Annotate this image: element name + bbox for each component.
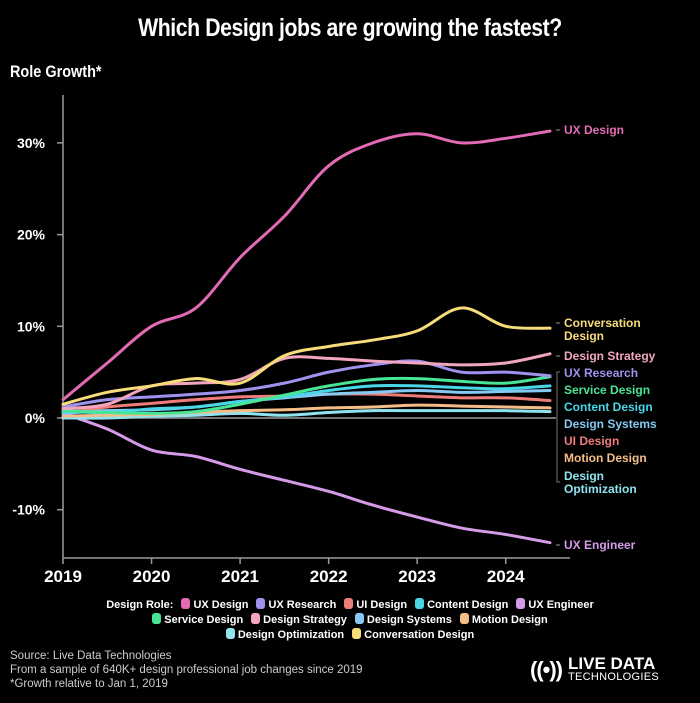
y-tick-label: 20% [17,227,46,243]
legend-item-motion-design: Motion Design [459,613,548,628]
series-line-design-optimization [61,409,552,420]
legend-swatch [256,598,266,609]
legend-swatch [152,613,162,624]
line-chart: -10%0%10%20%30%2019 2020 2021 2022 2023 2024 … [12,95,657,586]
end-labels: UX Design Conversation Design Design Strate… [556,123,657,552]
x-tick-label: 2021 [221,567,259,586]
x-tick-label: 2024 [487,567,525,586]
legend-item-ux-engineer: UX Engineer [516,598,594,613]
logo-main-text: LIVE DATA [568,654,656,673]
label-bracket [556,371,560,483]
legend-label: Design Systems [366,614,452,626]
legend-label: UX Research [268,599,337,611]
x-tick-label: 2019 [44,567,82,586]
legend-item-ux-design: UX Design [181,598,248,613]
end-label-design-optimization: Design Optimization [564,469,637,496]
legend-item-design-strategy: Design Strategy [251,613,347,628]
series-line-ux-design [61,129,552,402]
legend: Design Role: UX Design UX Research UI Desig… [60,598,640,643]
legend-row: Service Design Design Strategy Design Syst… [60,613,640,628]
end-label-ui-design: UI Design [564,434,619,448]
sample-note: From a sample of 640K+ design profession… [10,664,363,676]
legend-swatch [225,628,235,639]
legend-label: UI Design [356,599,408,611]
series-lines [61,129,552,545]
legend-label: Motion Design [471,614,548,626]
legend-swatch [344,598,354,609]
legend-label: Design Optimization [237,629,345,641]
growth-note: *Growth relative to Jan 1, 2019 [10,678,168,690]
footer: Source: Live Data Technologies From a sa… [10,649,363,691]
y-axis-label: Role Growth* [10,62,102,81]
legend-swatch [459,613,469,624]
live-data-logo: ((•)) LIVE DATA TECHNOLOGIES [530,654,660,683]
legend-item-conversation-design: Conversation Design [352,628,474,643]
legend-item-ui-design: UI Design [344,598,407,613]
y-tick-label: 0% [25,410,46,426]
legend-row: Design Optimization Conversation Design [60,628,640,643]
x-tick-label: 2022 [310,567,348,586]
legend-swatch [354,613,364,624]
axes: -10% 0% 10% 20% 30% 2019 2020 2021 2022 2023 2024 [12,95,570,586]
series-line-ux-engineer [61,411,552,545]
legend-item-service-design: Service Design [152,613,243,628]
legend-label: Service Design [164,614,244,626]
end-label-motion-design: Motion Design [564,451,647,465]
logo-sub-text: TECHNOLOGIES [568,671,660,683]
legend-swatch [415,598,425,609]
legend-swatch [516,598,526,609]
end-label-design-systems: Design Systems [564,417,657,431]
series-line-ux-research [61,359,552,409]
legend-label: Conversation Design [364,629,475,641]
series-line-content-design [61,383,552,415]
series-line-conversation-design [61,306,552,406]
broadcast-icon: ((•)) [530,656,563,682]
legend-label: Design Strategy [263,614,347,626]
x-tick-label: 2023 [398,567,436,586]
source-note: Source: Live Data Technologies [10,650,172,662]
legend-item-design-optimization: Design Optimization [225,628,345,643]
y-tick-label: 10% [17,318,46,334]
y-tick-label: 30% [17,135,46,151]
end-label-design-strategy: Design Strategy [564,349,656,363]
legend-swatch [251,613,261,624]
legend-item-ux-research: UX Research [256,598,336,613]
legend-swatch [181,598,191,609]
end-label-ux-engineer: UX Engineer [564,538,636,552]
legend-row: Design Role: UX Design UX Research UI Desig… [60,598,640,613]
legend-item-design-systems: Design Systems [354,613,452,628]
series-line-service-design [61,375,552,415]
end-label-service-design: Service Design [564,383,650,397]
end-label-conversation-design: Conversation Design [564,316,641,343]
legend-title: Design Role: [106,599,174,611]
end-label-ux-design: UX Design [564,123,624,137]
y-tick-label: -10% [12,502,45,518]
end-label-content-design: Content Design [564,400,653,414]
legend-label: UX Engineer [528,599,594,611]
legend-item-content-design: Content Design [415,598,508,613]
legend-swatch [352,628,362,639]
legend-label: UX Design [193,599,249,611]
chart-title: Which Design jobs are growing the fastes… [138,14,562,42]
end-label-ux-research: UX Research [564,366,638,380]
x-tick-label: 2020 [133,567,171,586]
legend-label: Content Design [427,599,509,611]
